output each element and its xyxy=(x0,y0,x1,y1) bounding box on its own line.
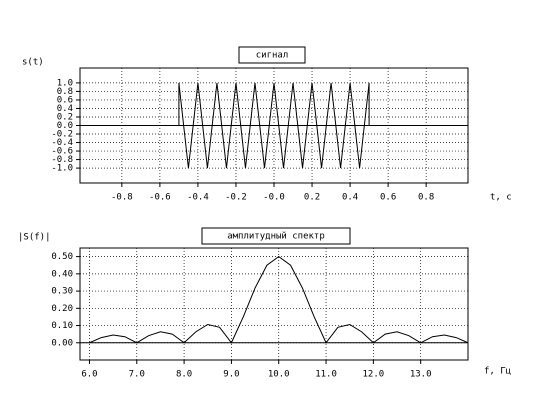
y-tick-label: 0.20 xyxy=(51,304,73,314)
y-tick-label: 0.4 xyxy=(57,104,73,114)
y-axis-label: s(t) xyxy=(22,58,44,68)
y-tick-label: 0.40 xyxy=(51,269,73,279)
chart-title: амплитудный спектр xyxy=(227,232,325,242)
x-tick-label: -0.0 xyxy=(263,193,285,203)
x-axis-label: f, Гц xyxy=(484,367,511,377)
x-axis-label: t, c xyxy=(490,193,512,203)
signal-line xyxy=(89,256,469,344)
y-tick-label: 0.6 xyxy=(57,95,73,105)
y-tick-label: -1.0 xyxy=(51,164,73,174)
y-tick-label: 0.8 xyxy=(57,87,73,97)
x-tick-label: 10.0 xyxy=(268,370,290,380)
y-tick-label: -0.6 xyxy=(51,147,73,157)
y-tick-label: 0.30 xyxy=(51,287,73,297)
x-tick-label: 0.8 xyxy=(418,193,434,203)
x-tick-label: -0.6 xyxy=(149,193,171,203)
y-tick-label: 0.00 xyxy=(51,338,73,348)
plot-frame xyxy=(79,247,469,361)
x-tick-label: 12.0 xyxy=(363,370,385,380)
x-tick-label: 11.0 xyxy=(315,370,337,380)
y-tick-label: -0.4 xyxy=(51,138,73,148)
title-box xyxy=(238,46,306,64)
y-tick-label: 0.10 xyxy=(51,321,73,331)
chart-title: сигнал xyxy=(256,51,289,61)
y-tick-label: -0.2 xyxy=(51,130,73,140)
y-tick-label: -0.8 xyxy=(51,155,73,165)
x-tick-label: -0.4 xyxy=(187,193,209,203)
x-tick-label: 8.0 xyxy=(176,370,192,380)
x-tick-label: 13.0 xyxy=(410,370,432,380)
y-tick-label: 0.2 xyxy=(57,112,73,122)
x-tick-label: -0.2 xyxy=(225,193,247,203)
x-tick-label: 0.2 xyxy=(304,193,320,203)
x-tick-label: 0.6 xyxy=(380,193,396,203)
y-tick-label: 0.50 xyxy=(51,252,73,262)
x-tick-label: 9.0 xyxy=(223,370,239,380)
x-tick-label: 7.0 xyxy=(129,370,145,380)
x-tick-label: 0.4 xyxy=(342,193,358,203)
x-tick-label: 6.0 xyxy=(81,370,97,380)
y-tick-label: 0.0 xyxy=(57,121,73,131)
x-tick-label: -0.8 xyxy=(111,193,133,203)
y-tick-label: 1.0 xyxy=(57,78,73,88)
y-axis-label: |S(f)| xyxy=(18,233,51,243)
title-box xyxy=(201,227,351,245)
signal-line xyxy=(83,82,465,169)
